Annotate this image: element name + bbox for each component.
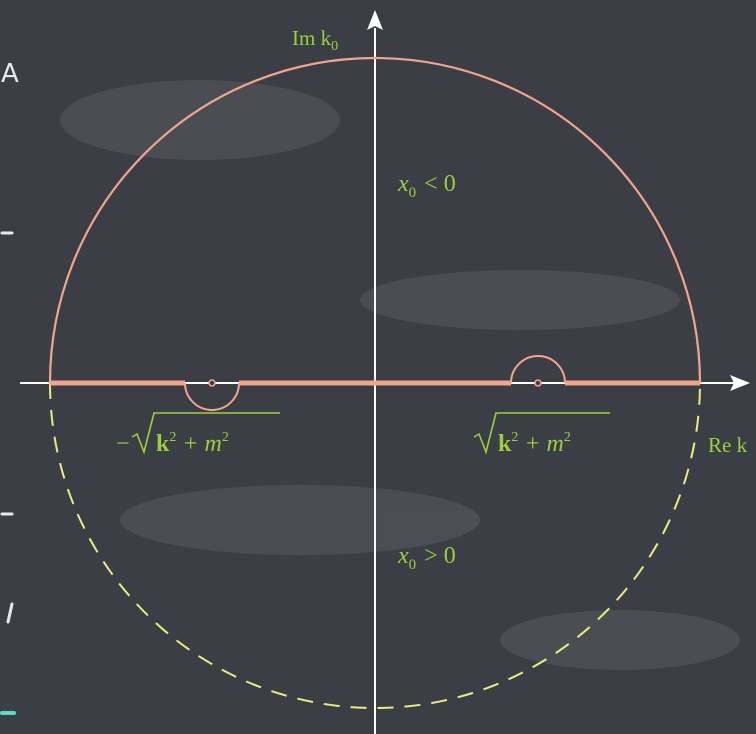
- chalk-smudges: [60, 80, 740, 670]
- imaginary-axis-arrowhead: [367, 10, 383, 30]
- margin-chalk-marks: A: [0, 59, 19, 715]
- left-pole-radicand: k2 + m2: [156, 430, 229, 457]
- right-pole-sqrt-sign: [473, 412, 610, 455]
- left-pole-sqrt-sign: [131, 412, 280, 455]
- upper-region-label: x0 < 0: [397, 171, 456, 201]
- real-axis-arrowhead: [730, 375, 750, 391]
- right-pole-marker: [534, 379, 542, 387]
- margin-tick: [6, 602, 14, 624]
- right-pole-indentation: [510, 355, 566, 384]
- lower-region-label: x0 > 0: [397, 543, 456, 573]
- left-pole-sign: −: [116, 431, 130, 457]
- right-pole-radicand: k2 + m2: [498, 430, 571, 457]
- right-pole-label: k2 + m2: [473, 412, 610, 457]
- real-axis-label: Re k: [708, 433, 748, 457]
- real-axis-contour: [50, 355, 700, 411]
- upper-contour-arc: [48, 56, 702, 384]
- imaginary-axis-label: Im k0: [292, 26, 338, 54]
- margin-letter: A: [1, 59, 19, 89]
- left-pole-label: − k2 + m2: [116, 412, 280, 457]
- left-pole-marker: [208, 379, 216, 387]
- left-pole-indentation: [184, 382, 240, 411]
